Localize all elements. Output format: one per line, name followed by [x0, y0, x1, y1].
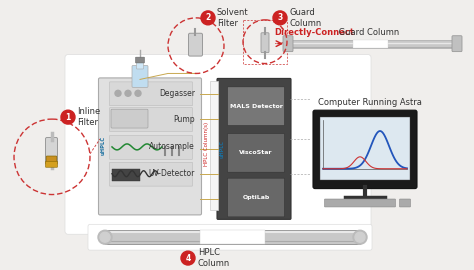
Circle shape — [135, 90, 141, 96]
FancyBboxPatch shape — [353, 40, 388, 48]
FancyBboxPatch shape — [189, 33, 202, 56]
FancyBboxPatch shape — [400, 199, 410, 207]
FancyBboxPatch shape — [217, 78, 291, 219]
Text: Guard Column: Guard Column — [336, 28, 399, 37]
FancyBboxPatch shape — [109, 162, 192, 186]
FancyBboxPatch shape — [313, 110, 417, 188]
Circle shape — [201, 11, 215, 25]
FancyBboxPatch shape — [288, 40, 453, 48]
FancyBboxPatch shape — [228, 87, 284, 126]
Text: HPLC
Column: HPLC Column — [198, 248, 230, 268]
Circle shape — [273, 11, 287, 25]
Text: MALS Detector: MALS Detector — [229, 104, 283, 109]
Circle shape — [353, 230, 367, 244]
Text: OptiLab: OptiLab — [242, 195, 270, 200]
FancyBboxPatch shape — [65, 55, 371, 234]
FancyBboxPatch shape — [325, 199, 395, 207]
Circle shape — [181, 251, 195, 265]
FancyBboxPatch shape — [228, 178, 284, 217]
Text: HPLC Column(s): HPLC Column(s) — [204, 122, 210, 166]
Text: Computer Running Astra: Computer Running Astra — [318, 98, 422, 107]
FancyBboxPatch shape — [109, 82, 192, 106]
FancyBboxPatch shape — [283, 36, 293, 52]
Text: uHPLC: uHPLC — [100, 136, 106, 156]
FancyBboxPatch shape — [261, 33, 269, 53]
Text: ViscoStar: ViscoStar — [239, 150, 273, 155]
Text: Degasser: Degasser — [159, 89, 195, 98]
FancyBboxPatch shape — [210, 81, 218, 210]
FancyBboxPatch shape — [136, 57, 145, 63]
FancyBboxPatch shape — [320, 117, 410, 180]
Circle shape — [115, 90, 121, 96]
FancyBboxPatch shape — [46, 161, 57, 167]
FancyBboxPatch shape — [200, 230, 265, 244]
Text: 4: 4 — [185, 254, 191, 262]
Text: Guard
Column: Guard Column — [290, 8, 322, 28]
Text: Inline
Filter: Inline Filter — [77, 107, 100, 127]
Text: Solvent
Filter: Solvent Filter — [217, 8, 249, 28]
FancyBboxPatch shape — [109, 136, 192, 159]
Text: 2: 2 — [205, 14, 210, 22]
Circle shape — [100, 232, 110, 242]
Text: UV-Detector: UV-Detector — [149, 169, 195, 178]
Circle shape — [355, 232, 365, 242]
FancyBboxPatch shape — [228, 133, 284, 172]
FancyBboxPatch shape — [46, 137, 57, 164]
Circle shape — [125, 90, 131, 96]
FancyBboxPatch shape — [105, 230, 360, 244]
Text: 1: 1 — [65, 113, 71, 122]
Text: 3: 3 — [277, 14, 283, 22]
FancyBboxPatch shape — [46, 156, 57, 165]
FancyBboxPatch shape — [112, 169, 140, 181]
Circle shape — [98, 230, 112, 244]
FancyBboxPatch shape — [111, 109, 148, 128]
Circle shape — [61, 110, 75, 124]
Text: uHPLC: uHPLC — [219, 140, 225, 158]
FancyBboxPatch shape — [137, 61, 144, 69]
FancyBboxPatch shape — [109, 108, 192, 131]
FancyBboxPatch shape — [132, 66, 148, 87]
Text: Directly-Connect: Directly-Connect — [274, 28, 354, 37]
FancyBboxPatch shape — [88, 224, 372, 250]
FancyBboxPatch shape — [99, 78, 201, 215]
Text: Autosample: Autosample — [149, 142, 195, 151]
FancyBboxPatch shape — [452, 36, 462, 52]
Text: Pump: Pump — [173, 114, 195, 124]
